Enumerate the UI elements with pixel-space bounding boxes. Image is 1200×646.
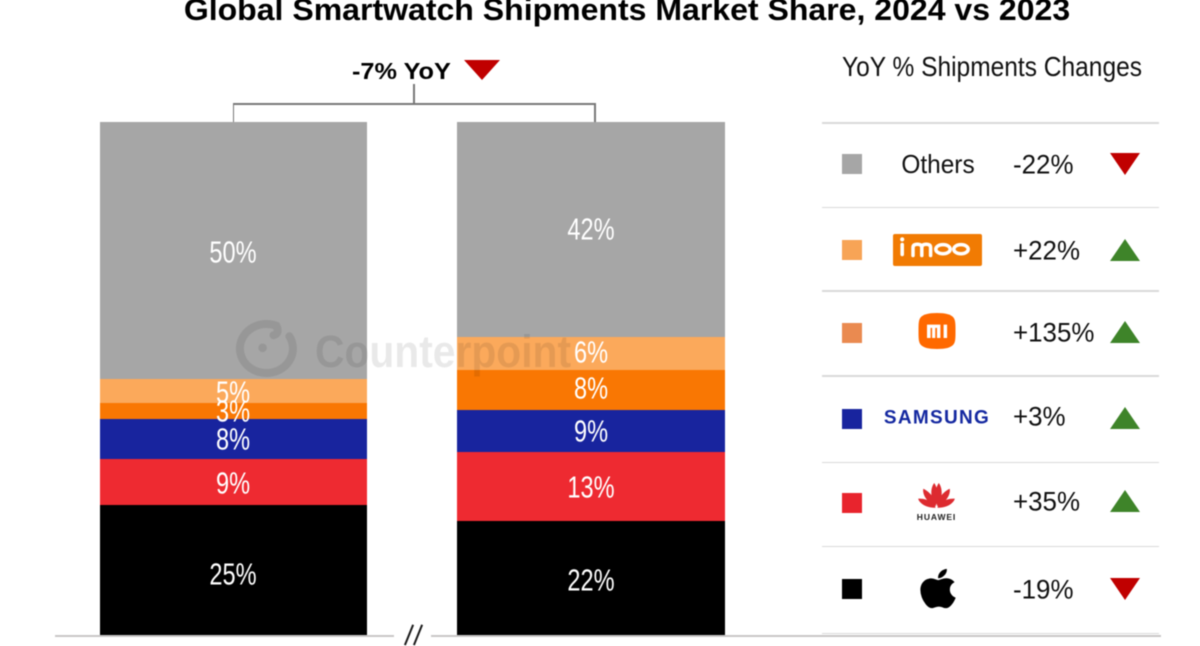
svg-text:Counterpoint: Counterpoint xyxy=(315,327,571,377)
